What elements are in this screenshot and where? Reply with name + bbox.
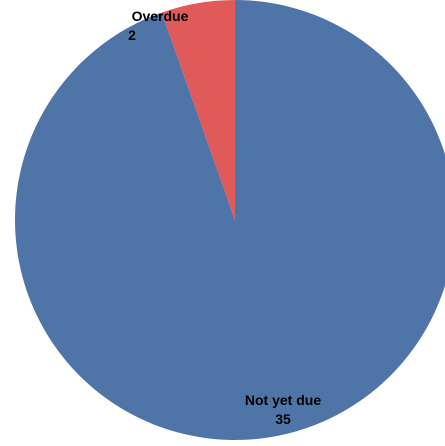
pie-slices: [15, 0, 445, 440]
pie-slice-not-yet-due: [15, 0, 445, 440]
label-not-yet-due-name: Not yet due: [245, 392, 321, 408]
label-not-yet-due-value: 35: [275, 411, 291, 427]
pie-slice-overdue: [161, 0, 235, 220]
label-overdue-name: Overdue: [132, 8, 189, 24]
label-overdue-value: 2: [128, 27, 136, 43]
